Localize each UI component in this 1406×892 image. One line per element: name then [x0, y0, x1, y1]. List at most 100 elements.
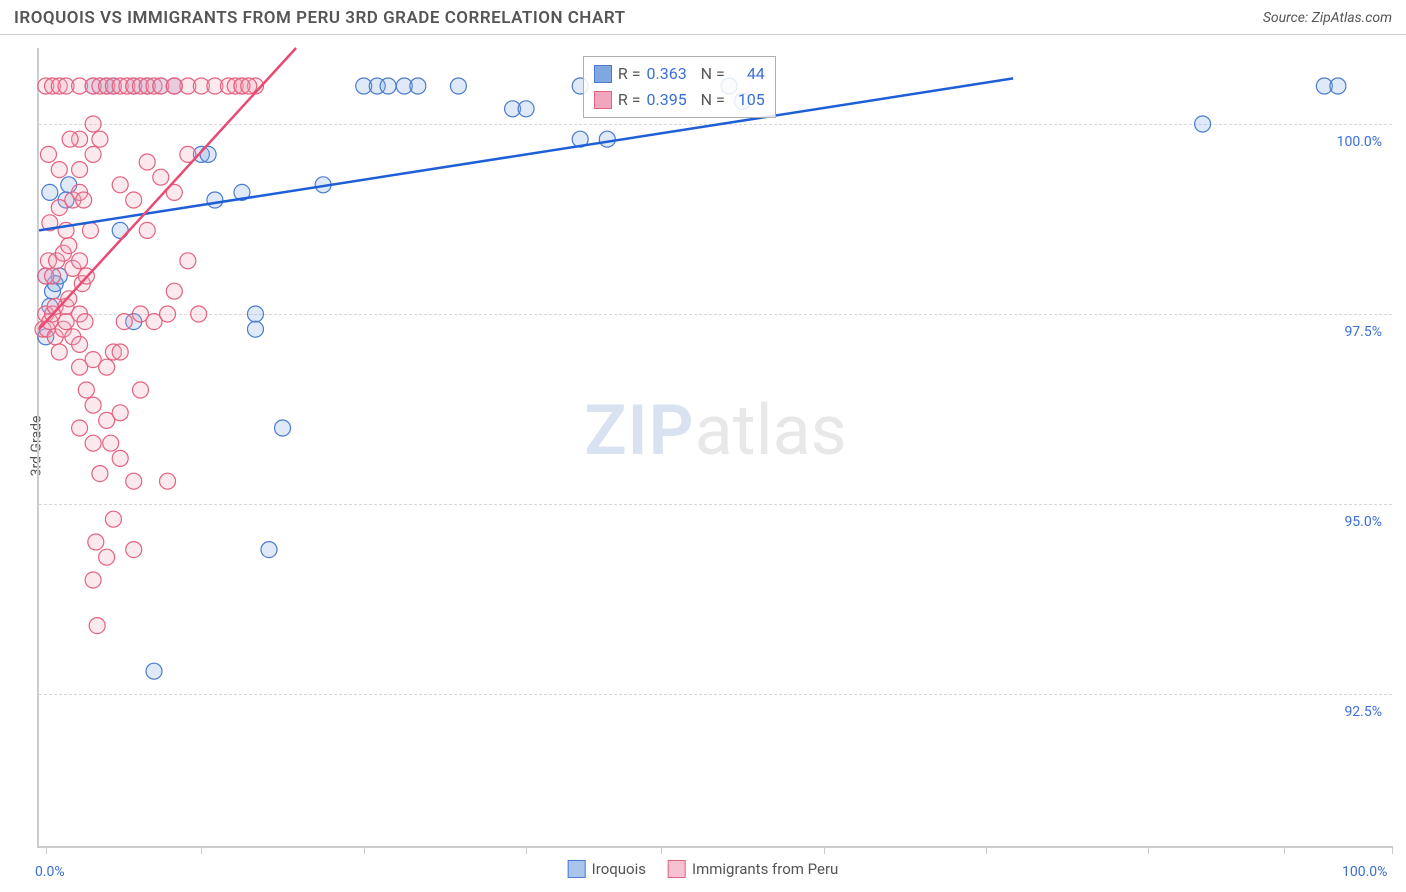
peru-point — [72, 253, 88, 269]
peru-point — [126, 473, 142, 489]
peru-point — [132, 382, 148, 398]
peru-point — [85, 146, 101, 162]
peru-point — [51, 162, 67, 178]
peru-point — [78, 382, 94, 398]
iroquois-point — [1195, 116, 1211, 132]
peru-point — [76, 192, 92, 208]
peru-point — [139, 154, 155, 170]
x-axis-label: 0.0% — [35, 864, 65, 880]
chart-title: IROQUOIS VS IMMIGRANTS FROM PERU 3RD GRA… — [14, 8, 626, 28]
peru-point — [92, 466, 108, 482]
x-tick — [1148, 846, 1149, 854]
x-tick — [661, 846, 662, 854]
peru-point — [85, 116, 101, 132]
peru-point — [126, 192, 142, 208]
x-axis-label: 100.0% — [1342, 864, 1387, 880]
y-tick-label: 97.5% — [1344, 324, 1382, 340]
peru-point — [85, 572, 101, 588]
stats-row-iroquois: R = 0.363 N =44 — [594, 61, 765, 87]
peru-point — [99, 549, 115, 565]
peru-point — [112, 344, 128, 360]
peru-point — [191, 306, 207, 322]
stat-n-label: N = — [693, 61, 725, 87]
peru-point — [85, 435, 101, 451]
peru-point — [72, 336, 88, 352]
x-tick — [201, 846, 202, 854]
stat-n-value: 44 — [731, 61, 765, 87]
peru-point — [82, 222, 98, 238]
iroquois-point — [450, 78, 466, 94]
legend-item: Immigrants from Peru — [668, 860, 838, 878]
scatter-svg — [39, 48, 1392, 846]
peru-point — [89, 618, 105, 634]
x-tick — [1392, 846, 1393, 854]
peru-point — [153, 169, 169, 185]
peru-point — [166, 78, 182, 94]
peru-point — [77, 314, 93, 330]
peru-swatch — [594, 91, 612, 109]
peru-point — [116, 314, 132, 330]
iroquois-point — [518, 101, 534, 117]
iroquois-point — [247, 306, 263, 322]
iroquois-point — [599, 131, 615, 147]
peru-point — [51, 344, 67, 360]
peru-point — [103, 435, 119, 451]
stat-r-value: 0.395 — [647, 87, 687, 113]
peru-point — [62, 131, 78, 147]
peru-point — [85, 397, 101, 413]
iroquois-point — [275, 420, 291, 436]
peru-point — [160, 306, 176, 322]
iroquois-point — [410, 78, 426, 94]
peru-point — [40, 146, 56, 162]
peru-point — [112, 177, 128, 193]
peru-point — [166, 283, 182, 299]
x-tick — [824, 846, 825, 854]
peru-point — [61, 238, 77, 254]
peru-point — [112, 450, 128, 466]
peru-point — [160, 473, 176, 489]
iroquois-point — [247, 321, 263, 337]
stat-n-label: N = — [693, 87, 725, 113]
x-tick — [986, 846, 987, 854]
stat-r-label: R = — [618, 87, 641, 113]
peru-point — [139, 222, 155, 238]
stat-r-label: R = — [618, 61, 641, 87]
stats-row-peru: R = 0.395 N =105 — [594, 87, 765, 113]
legend-item: Iroquois — [568, 860, 646, 878]
peru-point — [88, 534, 104, 550]
peru-point — [99, 359, 115, 375]
chart-container: ZIPatlas R =0.363 N =44R =0.395 N =105 9… — [37, 48, 1392, 848]
stats-box: R = 0.363 N =44 R = 0.395 N =105 — [583, 56, 776, 118]
y-tick-label: 95.0% — [1344, 514, 1382, 530]
x-tick — [1284, 846, 1285, 854]
peru-point — [45, 268, 61, 284]
legend-label: Iroquois — [592, 860, 646, 878]
chart-header: IROQUOIS VS IMMIGRANTS FROM PERU 3RD GRA… — [0, 0, 1406, 35]
iroquois-point — [380, 78, 396, 94]
iroquois-point — [261, 542, 277, 558]
iroquois-point — [146, 663, 162, 679]
legend-swatch — [568, 860, 586, 878]
x-tick — [526, 846, 527, 854]
iroquois-swatch — [594, 65, 612, 83]
peru-point — [72, 420, 88, 436]
peru-point — [72, 162, 88, 178]
y-tick-label: 92.5% — [1344, 704, 1382, 720]
x-tick — [46, 846, 47, 854]
peru-point — [92, 131, 108, 147]
peru-point — [180, 253, 196, 269]
legend-swatch — [668, 860, 686, 878]
peru-point — [105, 511, 121, 527]
x-tick — [364, 846, 365, 854]
stat-r-value: 0.363 — [647, 61, 687, 87]
chart-source: Source: ZipAtlas.com — [1263, 10, 1392, 26]
peru-point — [126, 542, 142, 558]
stat-n-value: 105 — [731, 87, 765, 113]
peru-point — [112, 405, 128, 421]
peru-point — [241, 78, 257, 94]
y-tick-label: 100.0% — [1337, 134, 1382, 150]
iroquois-point — [42, 184, 58, 200]
bottom-legend: Iroquois Immigrants from Peru — [568, 860, 839, 878]
plot-area: ZIPatlas R =0.363 N =44R =0.395 N =105 9… — [37, 48, 1392, 848]
iroquois-point — [207, 192, 223, 208]
